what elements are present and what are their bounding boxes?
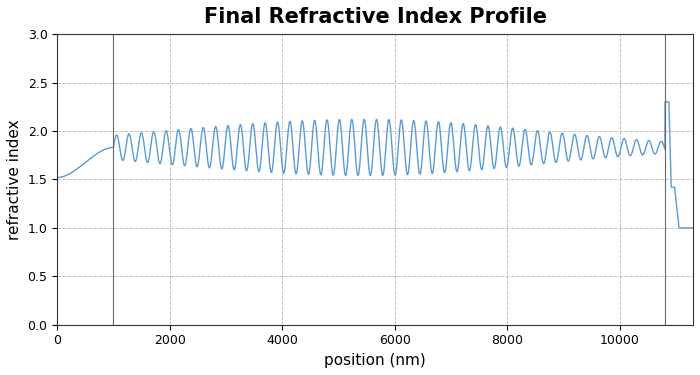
- Y-axis label: refractive index: refractive index: [7, 119, 22, 240]
- Title: Final Refractive Index Profile: Final Refractive Index Profile: [204, 7, 547, 27]
- X-axis label: position (nm): position (nm): [324, 353, 426, 368]
